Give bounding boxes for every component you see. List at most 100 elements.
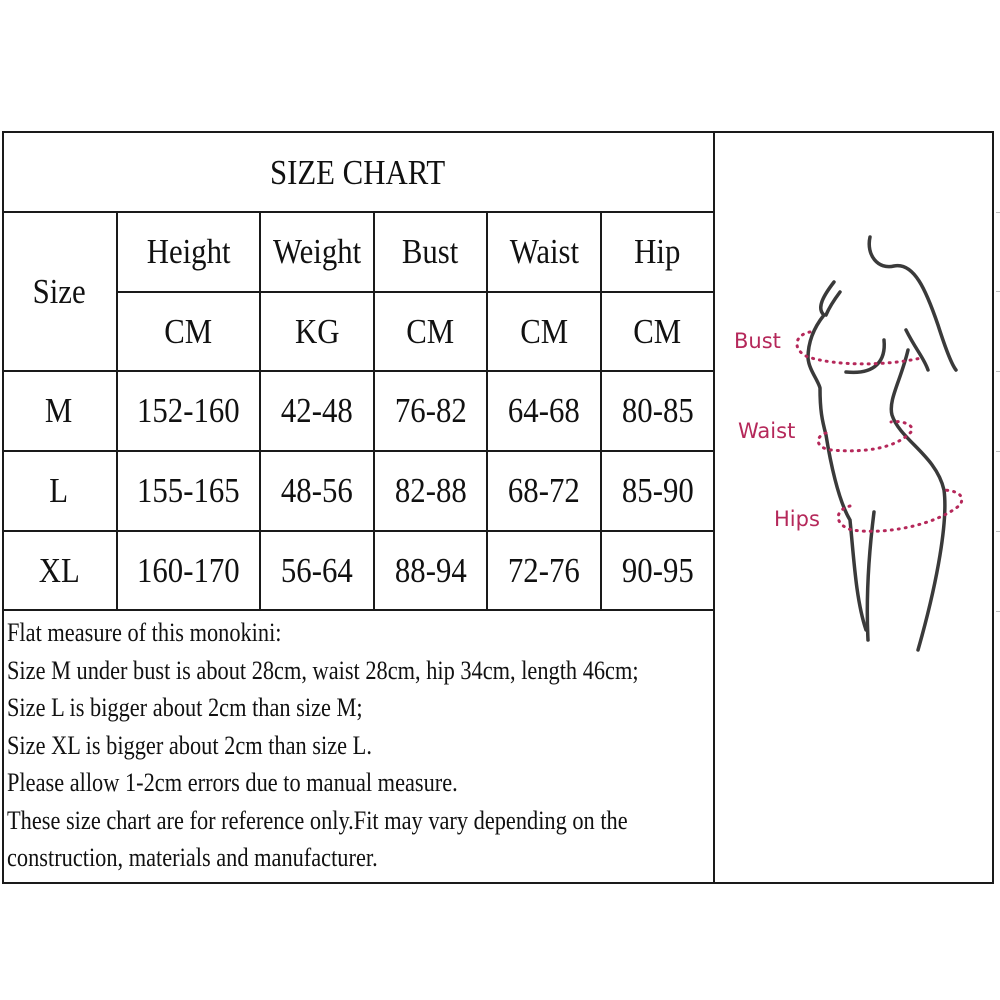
body-outline-head-arm — [867, 235, 958, 372]
size-cell-text: M — [45, 391, 73, 430]
divider — [713, 131, 715, 884]
value-cell-text: 152-160 — [137, 391, 240, 430]
value-cell: 152-160 — [118, 372, 259, 450]
value-cell: 85-90 — [602, 452, 713, 530]
value-cell-text: 82-88 — [394, 471, 467, 510]
column-header: Weight — [261, 213, 373, 291]
edge-gridline — [996, 611, 1000, 612]
size-cell-text: L — [49, 471, 69, 510]
value-cell: 90-95 — [602, 532, 713, 609]
divider — [2, 530, 715, 532]
edge-gridline — [996, 371, 1000, 372]
value-cell-text: 85-90 — [621, 471, 694, 510]
size-cell: XL — [2, 532, 116, 609]
value-cell: 42-48 — [261, 372, 373, 450]
divider — [2, 370, 715, 372]
divider — [373, 211, 375, 610]
divider — [600, 211, 602, 610]
value-cell-text: 56-64 — [281, 550, 353, 590]
value-cell: 80-85 — [602, 372, 713, 450]
column-unit-text: CM — [633, 311, 682, 351]
body-outline-front — [806, 280, 868, 632]
value-cell-text: 80-85 — [621, 391, 694, 430]
divider — [486, 211, 488, 610]
column-header-text: Bust — [402, 232, 459, 271]
measure-loops — [795, 330, 964, 533]
chart-title: SIZE CHART — [2, 133, 714, 212]
value-cell: 72-76 — [488, 532, 600, 609]
body-outline-breast — [844, 338, 886, 375]
note-line: Flat measure of this monokini: — [7, 618, 282, 647]
chart-title-text: SIZE CHART — [270, 152, 446, 192]
note-line: Please allow 1-2cm errors due to manual … — [7, 768, 458, 797]
column-unit-text: CM — [520, 311, 568, 351]
hips-label: Hips — [774, 507, 820, 531]
value-cell-text: 64-68 — [508, 391, 580, 430]
column-unit: CM — [488, 293, 600, 370]
note-line: Size XL is bigger about 2cm than size L. — [7, 730, 372, 760]
divider — [116, 291, 715, 293]
column-header: Hip — [602, 213, 713, 291]
column-header: Waist — [488, 213, 600, 291]
edge-gridline — [996, 212, 1000, 213]
column-unit-text: KG — [294, 311, 340, 351]
value-cell-text: 88-94 — [394, 550, 467, 590]
hips-loop — [836, 488, 964, 533]
note-line: These size chart are for reference only.… — [7, 805, 628, 835]
divider — [259, 211, 261, 610]
value-cell: 68-72 — [488, 452, 600, 530]
value-cell: 48-56 — [261, 452, 373, 530]
column-header-text: Waist — [509, 232, 579, 271]
divider — [116, 211, 118, 610]
waist-label: Waist — [738, 419, 795, 443]
value-cell: 82-88 — [375, 452, 486, 530]
size-header-text: Size — [32, 271, 86, 311]
column-unit-text: CM — [164, 311, 213, 351]
value-cell: 155-165 — [118, 452, 259, 530]
body-outline-back — [889, 328, 947, 652]
column-unit: CM — [118, 293, 259, 370]
column-header-text: Weight — [272, 232, 362, 271]
bust-loop — [795, 330, 923, 366]
edge-gridline — [996, 291, 1000, 292]
column-header: Bust — [375, 213, 486, 291]
column-unit: CM — [602, 293, 713, 370]
column-unit-text: CM — [406, 311, 455, 351]
waist-loop — [816, 420, 914, 453]
value-cell-text: 160-170 — [137, 550, 240, 590]
note-line: construction, materials and manufacturer… — [7, 843, 378, 872]
column-unit: CM — [375, 293, 486, 370]
column-unit: KG — [261, 293, 373, 370]
size-cell-text: XL — [38, 550, 80, 590]
edge-gridline — [996, 531, 1000, 532]
size-cell: M — [2, 372, 116, 450]
value-cell-text: 155-165 — [137, 471, 240, 510]
value-cell-text: 76-82 — [394, 391, 467, 430]
divider — [2, 450, 715, 452]
body-outline-hand — [824, 290, 842, 317]
column-header-text: Height — [146, 232, 231, 271]
body-outline-leg — [865, 510, 876, 642]
value-cell-text: 68-72 — [508, 471, 580, 510]
column-header: Height — [118, 213, 259, 291]
value-cell-text: 48-56 — [281, 471, 353, 510]
value-cell-text: 72-76 — [508, 550, 580, 590]
divider — [2, 211, 715, 213]
value-cell: 64-68 — [488, 372, 600, 450]
value-cell-text: 42-48 — [281, 391, 353, 430]
note-line: Size M under bust is about 28cm, waist 2… — [7, 655, 639, 685]
value-cell: 160-170 — [118, 532, 259, 609]
value-cell-text: 90-95 — [621, 550, 694, 590]
bust-label: Bust — [734, 329, 781, 353]
value-cell: 56-64 — [261, 532, 373, 609]
value-cell: 88-94 — [375, 532, 486, 609]
size-cell: L — [2, 452, 116, 530]
body-measurement-figure: Bust Waist Hips — [734, 235, 964, 652]
size-header: Size — [2, 213, 116, 370]
column-header-text: Hip — [634, 232, 681, 271]
divider — [2, 609, 715, 611]
body-outline — [806, 235, 958, 652]
value-cell: 76-82 — [375, 372, 486, 450]
note-line: Size L is bigger about 2cm than size M; — [7, 693, 363, 722]
notes: Flat measure of this monokini: Size M un… — [7, 614, 707, 877]
